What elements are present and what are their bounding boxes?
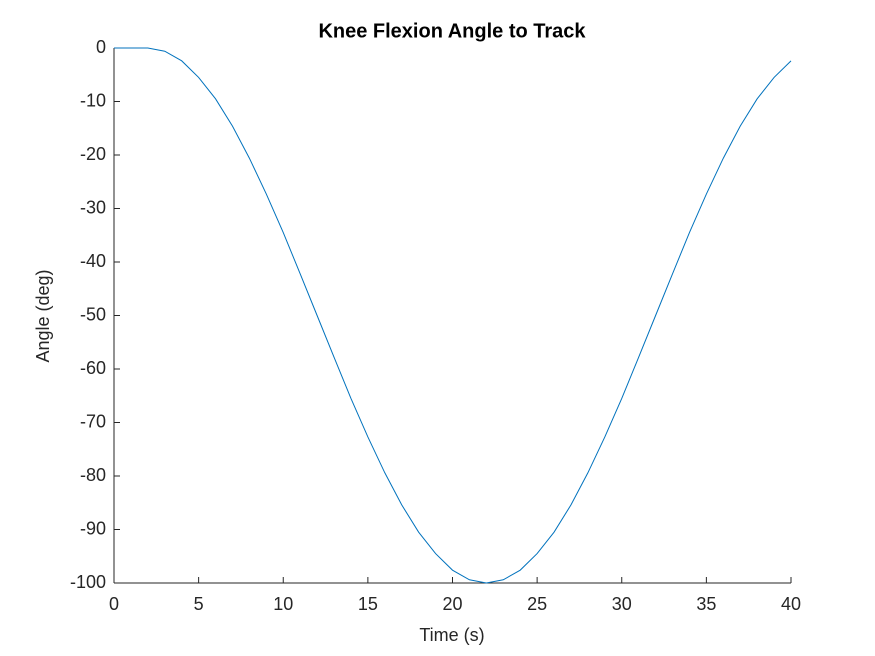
x-tick-label: 5 xyxy=(194,594,204,614)
x-tick-label: 35 xyxy=(696,594,716,614)
y-tick-label: -80 xyxy=(80,465,106,485)
chart-title: Knee Flexion Angle to Track xyxy=(318,20,586,42)
y-tick-label: -30 xyxy=(80,197,106,217)
x-tick-label: 25 xyxy=(527,594,547,614)
y-tick-label: -70 xyxy=(80,411,106,431)
data-line xyxy=(114,47,792,584)
x-tick-label: 40 xyxy=(781,594,801,614)
x-tick-label: 0 xyxy=(109,594,119,614)
y-tick-label: -20 xyxy=(80,144,106,164)
y-tick-label: 0 xyxy=(96,37,106,57)
y-axis-label: Angle (deg) xyxy=(33,269,53,362)
y-tick-label: -60 xyxy=(80,358,106,378)
x-tick-label: 30 xyxy=(612,594,632,614)
y-tick-label: -50 xyxy=(80,304,106,324)
x-axis-label: Time (s) xyxy=(419,625,484,645)
x-tick-label: 20 xyxy=(442,594,462,614)
x-tick-label: 10 xyxy=(273,594,293,614)
y-tick-label: -100 xyxy=(70,572,106,592)
y-tick-label: -40 xyxy=(80,251,106,271)
y-tick-label: -90 xyxy=(80,518,106,538)
x-tick-label: 15 xyxy=(358,594,378,614)
y-tick-label: -10 xyxy=(80,90,106,110)
